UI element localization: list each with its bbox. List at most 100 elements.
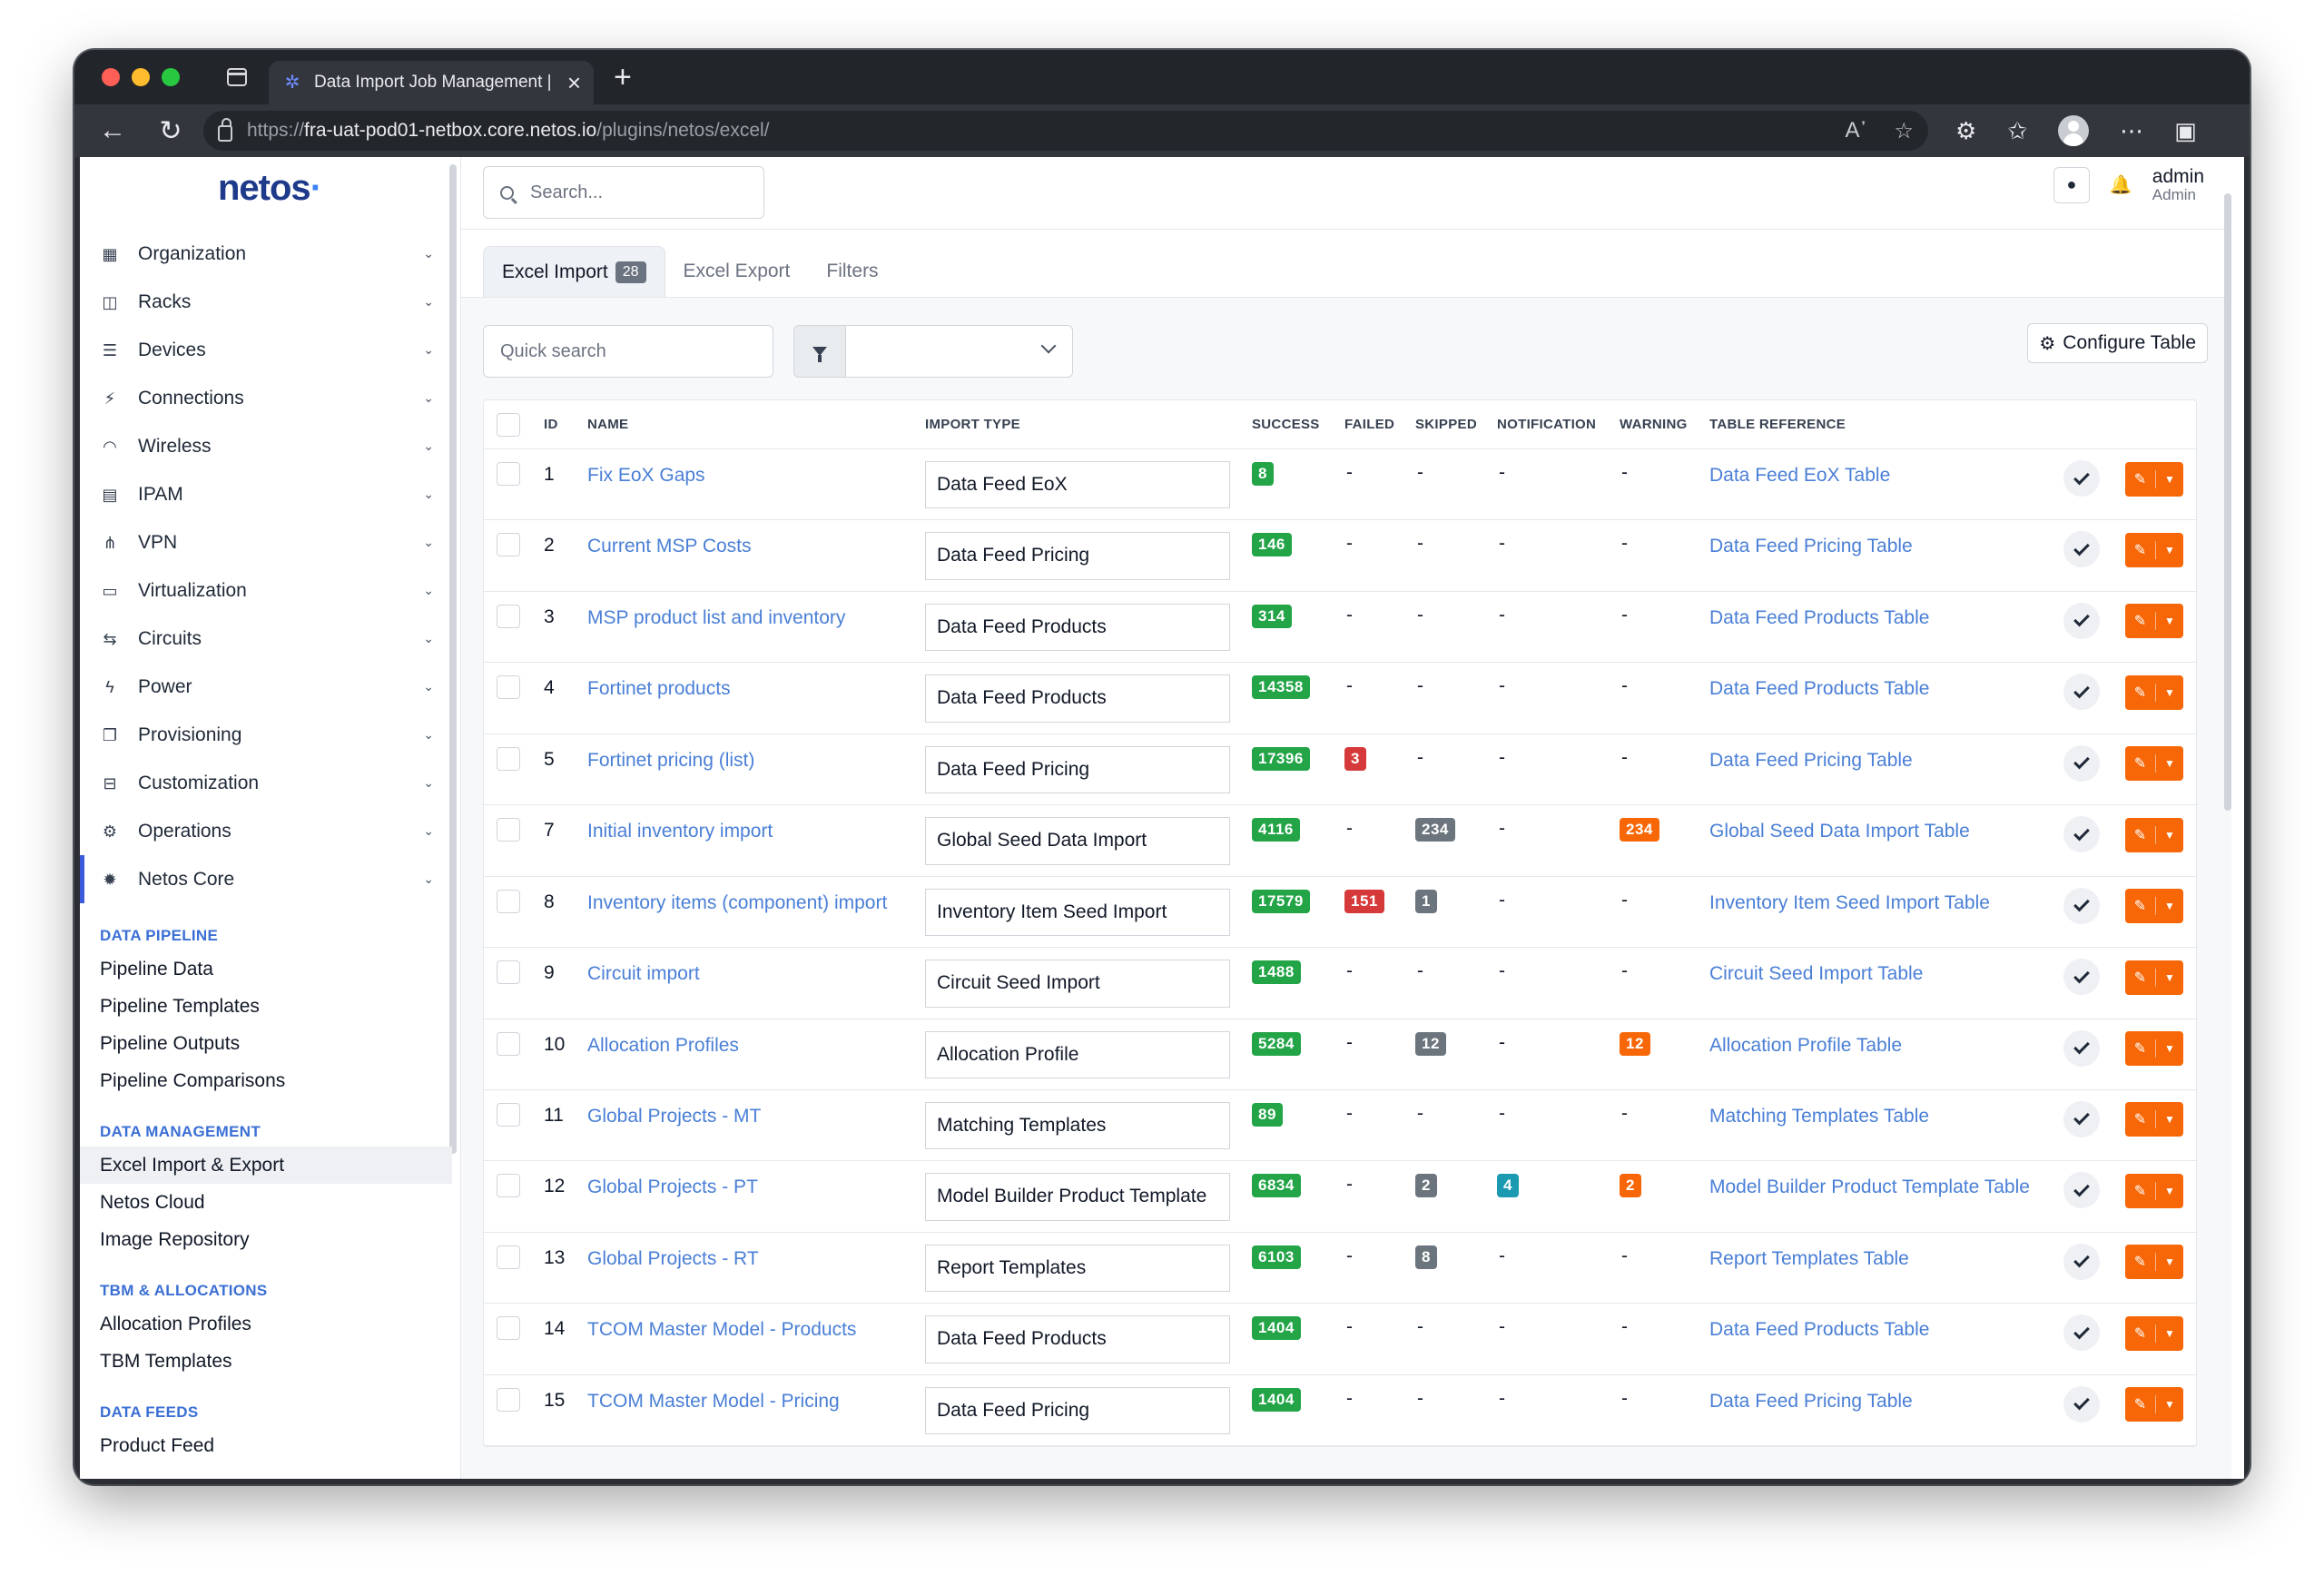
approve-button[interactable] — [2063, 602, 2100, 639]
job-name-link[interactable]: Fortinet pricing (list) — [587, 749, 755, 771]
table-reference-link[interactable]: Circuit Seed Import Table — [1709, 963, 1924, 985]
column-header-skipped[interactable]: SKIPPED — [1415, 417, 1477, 432]
edit-dropdown-button[interactable]: ✎ ▼ — [2125, 461, 2183, 497]
row-checkbox[interactable] — [497, 1174, 520, 1198]
bell-icon[interactable]: 🔔 — [2109, 175, 2132, 196]
sidebar-item-virtualization[interactable]: ▭ Virtualization ⌄ — [80, 566, 452, 615]
sidebar-item-operations[interactable]: ⚙ Operations ⌄ — [80, 807, 452, 855]
row-checkbox[interactable] — [497, 1245, 520, 1269]
edit-dropdown-button[interactable]: ✎ ▼ — [2125, 604, 2183, 639]
column-header-import-type[interactable]: IMPORT TYPE — [925, 417, 1020, 432]
approve-button[interactable] — [2063, 744, 2100, 782]
netos-logo[interactable]: netos· — [218, 168, 322, 208]
row-checkbox[interactable] — [497, 675, 520, 700]
favorites-icon[interactable]: ✩ — [2007, 116, 2028, 144]
table-reference-link[interactable]: Data Feed Pricing Table — [1709, 536, 1913, 557]
edit-dropdown-button[interactable]: ✎ ▼ — [2125, 674, 2183, 710]
select-all-checkbox[interactable] — [497, 412, 520, 437]
sidebar-item-ipam[interactable]: ▤ IPAM ⌄ — [80, 470, 452, 518]
column-header-warning[interactable]: WARNING — [1620, 417, 1688, 432]
row-checkbox[interactable] — [497, 1102, 520, 1127]
sidebar-item-organization[interactable]: ▦ Organization ⌄ — [80, 230, 452, 278]
row-checkbox[interactable] — [497, 1031, 520, 1056]
sidebar-link-pipeline-data[interactable]: Pipeline Data — [100, 959, 213, 980]
column-header-id[interactable]: ID — [544, 417, 558, 432]
minimize-window-button[interactable] — [132, 68, 150, 86]
column-header-notification[interactable]: NOTIFICATION — [1497, 417, 1597, 432]
column-header-failed[interactable]: FAILED — [1344, 417, 1395, 432]
row-checkbox[interactable] — [497, 604, 520, 628]
approve-button[interactable] — [2063, 959, 2100, 996]
maximize-window-button[interactable] — [162, 68, 180, 86]
user-menu[interactable]: admin Admin — [2152, 166, 2204, 204]
sidebar-link-netos-cloud[interactable]: Netos Cloud — [100, 1192, 205, 1213]
tab-excel-import[interactable]: Excel Import 28 — [483, 246, 665, 297]
edit-dropdown-button[interactable]: ✎ ▼ — [2125, 1245, 2183, 1280]
edit-dropdown-button[interactable]: ✎ ▼ — [2125, 817, 2183, 852]
table-reference-link[interactable]: Data Feed Products Table — [1709, 606, 1930, 628]
job-name-link[interactable]: Circuit import — [587, 963, 700, 985]
main-scrollbar[interactable] — [2224, 193, 2231, 811]
table-reference-link[interactable]: Data Feed Pricing Table — [1709, 749, 1913, 771]
new-tab-icon[interactable]: + — [614, 59, 632, 94]
job-name-link[interactable]: Global Projects - RT — [587, 1247, 759, 1269]
sidebar-item-circuits[interactable]: ⇆ Circuits ⌄ — [80, 615, 452, 663]
profile-avatar-icon[interactable] — [2058, 115, 2090, 146]
approve-button[interactable] — [2063, 1029, 2100, 1067]
sidebar-item-devices[interactable]: ☰ Devices ⌄ — [80, 326, 452, 374]
close-window-button[interactable] — [102, 68, 120, 86]
job-name-link[interactable]: TCOM Master Model - Products — [587, 1319, 857, 1341]
job-name-link[interactable]: Global Projects - MT — [587, 1105, 762, 1127]
table-reference-link[interactable]: Data Feed Products Table — [1709, 678, 1930, 700]
edit-dropdown-button[interactable]: ✎ ▼ — [2125, 1315, 2183, 1351]
sidebar-item-connections[interactable]: ⚡ Connections ⌄ — [80, 374, 452, 422]
filter-button[interactable] — [793, 325, 846, 378]
sidebar-link-tbm-templates[interactable]: TBM Templates — [100, 1351, 232, 1372]
row-checkbox[interactable] — [497, 818, 520, 842]
row-checkbox[interactable] — [497, 462, 520, 486]
edit-dropdown-button[interactable]: ✎ ▼ — [2125, 1387, 2183, 1423]
table-reference-link[interactable]: Data Feed Pricing Table — [1709, 1390, 1913, 1412]
saved-filter-select[interactable] — [846, 325, 1073, 378]
reload-icon[interactable]: ↻ — [159, 115, 182, 146]
row-checkbox[interactable] — [497, 960, 520, 985]
row-checkbox[interactable] — [497, 746, 520, 771]
close-tab-icon[interactable]: × — [566, 69, 581, 96]
table-reference-link[interactable]: Report Templates Table — [1709, 1247, 1909, 1269]
edit-dropdown-button[interactable]: ✎ ▼ — [2125, 532, 2183, 567]
table-reference-link[interactable]: Inventory Item Seed Import Table — [1709, 891, 1990, 913]
tab-actions-icon[interactable] — [227, 68, 247, 86]
approve-button[interactable] — [2063, 1385, 2100, 1423]
job-name-link[interactable]: Fix EoX Gaps — [587, 465, 705, 486]
tab-filters[interactable]: Filters — [826, 261, 879, 281]
table-reference-link[interactable]: Matching Templates Table — [1709, 1105, 1930, 1127]
job-name-link[interactable]: Current MSP Costs — [587, 536, 752, 557]
extensions-icon[interactable]: ⚙ — [1955, 116, 1977, 144]
job-name-link[interactable]: Inventory items (component) import — [587, 891, 888, 913]
sidebar-link-product-feed[interactable]: Product Feed — [100, 1435, 215, 1456]
sidebar-toggle-icon[interactable]: ▣ — [2174, 116, 2197, 144]
sidebar-scrollbar[interactable] — [449, 164, 457, 1154]
url-field[interactable]: https://fra-uat-pod01-netbox.core.netos.… — [203, 111, 1928, 151]
job-name-link[interactable]: Initial inventory import — [587, 821, 773, 842]
more-menu-icon[interactable]: ⋯ — [2120, 116, 2144, 144]
table-reference-link[interactable]: Allocation Profile Table — [1709, 1034, 1903, 1056]
edit-dropdown-button[interactable]: ✎ ▼ — [2125, 1102, 2183, 1137]
sidebar-item-vpn[interactable]: ⋔ VPN ⌄ — [80, 518, 452, 566]
edit-dropdown-button[interactable]: ✎ ▼ — [2125, 960, 2183, 995]
approve-button[interactable] — [2063, 1314, 2100, 1352]
read-aloud-icon[interactable]: A᾿ — [1845, 117, 1867, 143]
job-name-link[interactable]: Global Projects - PT — [587, 1176, 758, 1198]
row-checkbox[interactable] — [497, 533, 520, 557]
favorite-star-icon[interactable]: ☆ — [1894, 118, 1914, 143]
sidebar-item-wireless[interactable]: ◠ Wireless ⌄ — [80, 422, 452, 470]
sidebar-item-netos-core[interactable]: ✹ Netos Core ⌄ — [80, 855, 452, 903]
sidebar-item-racks[interactable]: ◫ Racks ⌄ — [80, 278, 452, 326]
quick-search-input[interactable]: Quick search — [483, 325, 773, 378]
approve-button[interactable] — [2063, 816, 2100, 853]
approve-button[interactable] — [2063, 674, 2100, 711]
job-name-link[interactable]: TCOM Master Model - Pricing — [587, 1390, 840, 1412]
global-search-input[interactable]: Search... — [483, 166, 764, 219]
configure-table-button[interactable]: ⚙ Configure Table — [2027, 323, 2208, 363]
sidebar-link-pipeline-templates[interactable]: Pipeline Templates — [100, 996, 260, 1017]
